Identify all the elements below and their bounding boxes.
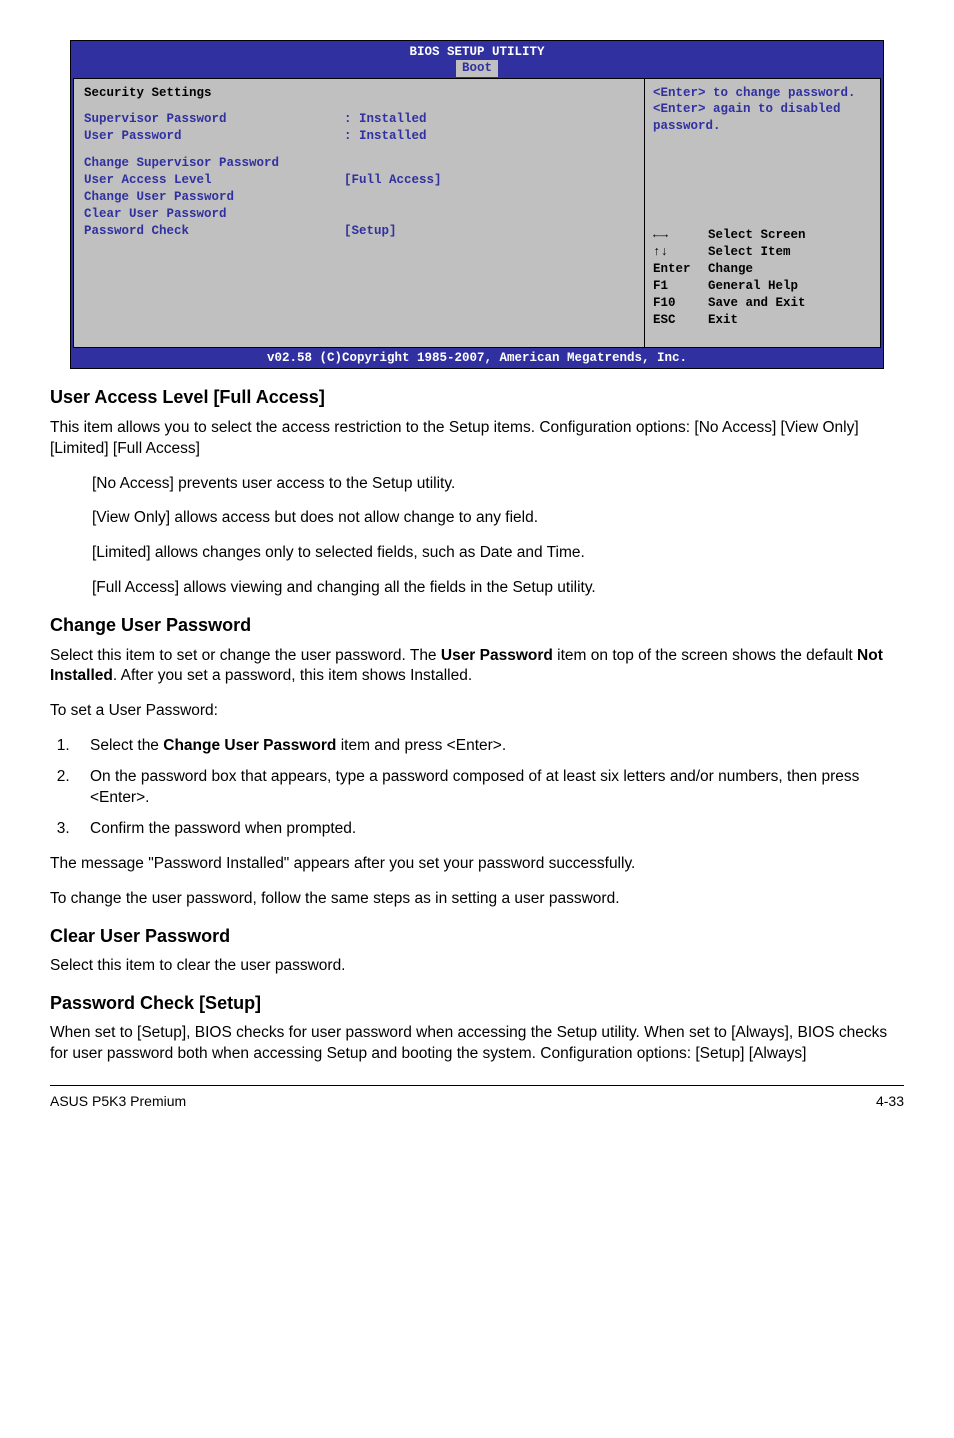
step-1: Select the Change User Password item and… bbox=[74, 736, 904, 757]
nav-esc: Exit bbox=[708, 312, 738, 329]
password-check-row: Password Check [Setup] bbox=[84, 223, 634, 240]
password-check-label: Password Check bbox=[84, 223, 344, 240]
heading-user-access-level: User Access Level [Full Access] bbox=[50, 385, 904, 409]
bios-left-panel: Security Settings Supervisor Password : … bbox=[74, 79, 645, 347]
nav-esc-key: ESC bbox=[653, 312, 708, 329]
para-to-set: To set a User Password: bbox=[50, 701, 904, 722]
help-line2: <Enter> again to disabled password. bbox=[653, 101, 872, 135]
steps-list: Select the Change User Password item and… bbox=[50, 736, 904, 840]
supervisor-value: : Installed bbox=[344, 111, 427, 128]
bios-body: Security Settings Supervisor Password : … bbox=[73, 78, 881, 348]
arrows-ud-icon: ↑↓ bbox=[653, 244, 708, 261]
nav-f1-key: F1 bbox=[653, 278, 708, 295]
user-password-row: User Password : Installed bbox=[84, 128, 634, 145]
bios-tab-boot: Boot bbox=[456, 60, 498, 76]
bios-right-panel: <Enter> to change password. <Enter> agai… bbox=[645, 79, 880, 347]
para-change-same-steps: To change the user password, follow the … bbox=[50, 889, 904, 910]
security-settings-heading: Security Settings bbox=[84, 85, 634, 102]
user-access-label: User Access Level bbox=[84, 172, 344, 189]
p2c: item on top of the screen shows the defa… bbox=[553, 647, 857, 664]
para-change-user-desc: Select this item to set or change the us… bbox=[50, 646, 904, 688]
bios-title: BIOS SETUP UTILITY bbox=[71, 44, 883, 60]
nav-change: Change bbox=[708, 261, 753, 278]
password-check-value: [Setup] bbox=[344, 223, 397, 240]
footer-left: ASUS P5K3 Premium bbox=[50, 1092, 186, 1111]
para-clear-user: Select this item to clear the user passw… bbox=[50, 956, 904, 977]
footer-right: 4-33 bbox=[876, 1092, 904, 1111]
opt-limited: [Limited] allows changes only to selecte… bbox=[92, 543, 904, 564]
page-footer: ASUS P5K3 Premium 4-33 bbox=[50, 1085, 904, 1111]
user-value: : Installed bbox=[344, 128, 427, 145]
change-supervisor-item: Change Supervisor Password bbox=[84, 155, 634, 172]
bios-header: BIOS SETUP UTILITY Boot bbox=[71, 41, 883, 77]
bios-copyright: v02.58 (C)Copyright 1985-2007, American … bbox=[71, 348, 883, 369]
user-label: User Password bbox=[84, 128, 344, 145]
opt-view-only: [View Only] allows access but does not a… bbox=[92, 508, 904, 529]
bios-nav-help: ←→Select Screen ↑↓Select Item EnterChang… bbox=[653, 227, 872, 328]
para-user-access-desc: This item allows you to select the acces… bbox=[50, 418, 904, 460]
para-password-installed: The message "Password Installed" appears… bbox=[50, 854, 904, 875]
help-line1: <Enter> to change password. bbox=[653, 85, 872, 102]
p2a: Select this item to set or change the us… bbox=[50, 647, 441, 664]
para-password-check: When set to [Setup], BIOS checks for use… bbox=[50, 1023, 904, 1065]
nav-select-item: Select Item bbox=[708, 244, 791, 261]
nav-f1: General Help bbox=[708, 278, 798, 295]
supervisor-password-row: Supervisor Password : Installed bbox=[84, 111, 634, 128]
step1c: item and press <Enter>. bbox=[336, 737, 506, 754]
user-access-row: User Access Level [Full Access] bbox=[84, 172, 634, 189]
bios-screenshot: BIOS SETUP UTILITY Boot Security Setting… bbox=[70, 40, 884, 369]
user-access-value: [Full Access] bbox=[344, 172, 442, 189]
step-3: Confirm the password when prompted. bbox=[74, 819, 904, 840]
arrows-lr-icon: ←→ bbox=[653, 227, 708, 244]
bios-help-text: <Enter> to change password. <Enter> agai… bbox=[653, 85, 872, 136]
nav-select-screen: Select Screen bbox=[708, 227, 806, 244]
p2b: User Password bbox=[441, 647, 553, 664]
step-2: On the password box that appears, type a… bbox=[74, 767, 904, 809]
heading-password-check: Password Check [Setup] bbox=[50, 991, 904, 1015]
nav-enter-key: Enter bbox=[653, 261, 708, 278]
clear-user-item: Clear User Password bbox=[84, 206, 634, 223]
supervisor-label: Supervisor Password bbox=[84, 111, 344, 128]
heading-change-user-password: Change User Password bbox=[50, 613, 904, 637]
step1b: Change User Password bbox=[163, 737, 336, 754]
step1a: Select the bbox=[90, 737, 163, 754]
opt-full-access: [Full Access] allows viewing and changin… bbox=[92, 578, 904, 599]
nav-f10-key: F10 bbox=[653, 295, 708, 312]
change-user-item: Change User Password bbox=[84, 189, 634, 206]
heading-clear-user-password: Clear User Password bbox=[50, 924, 904, 948]
nav-f10: Save and Exit bbox=[708, 295, 806, 312]
opt-no-access: [No Access] prevents user access to the … bbox=[92, 474, 904, 495]
p2e: . After you set a password, this item sh… bbox=[113, 667, 472, 684]
